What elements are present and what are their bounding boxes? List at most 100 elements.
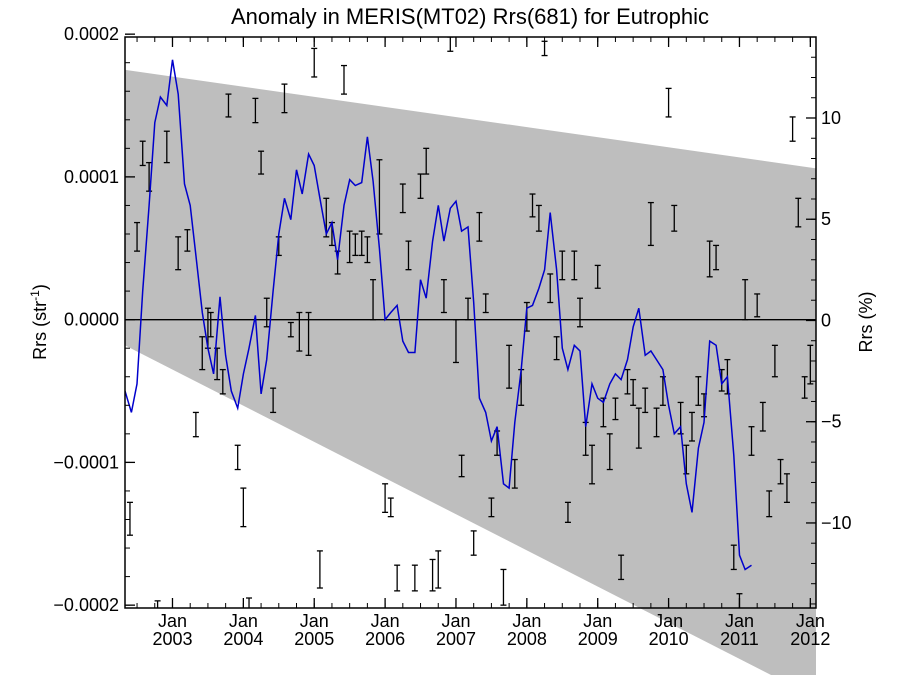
x-tick-label-month: Jan (512, 611, 541, 631)
x-tick-label-year: 2006 (365, 629, 405, 649)
error-bar (795, 197, 802, 228)
x-tick-label-year: 2007 (436, 629, 476, 649)
error-bar (470, 530, 477, 556)
error-bar (192, 411, 199, 438)
error-bar (234, 444, 241, 471)
error-bar (594, 264, 601, 289)
error-bar (801, 376, 808, 399)
series-line-path (125, 59, 752, 571)
error-bar (783, 473, 790, 504)
error-bar (175, 236, 182, 271)
error-bar (358, 230, 365, 257)
error-bar (281, 83, 288, 114)
x-tick-label-year: 2003 (152, 629, 192, 649)
error-bar (417, 173, 424, 199)
error-bar (612, 397, 619, 421)
error-bar (139, 140, 146, 167)
y-right-tick-label: −5 (821, 412, 842, 432)
x-tick-label-month: Jan (725, 611, 754, 631)
trend-band (125, 69, 816, 680)
error-bar (653, 407, 660, 438)
error-bar (506, 344, 513, 389)
x-tick-label-month: Jan (654, 611, 683, 631)
error-bar (576, 297, 583, 328)
error-bar (807, 344, 814, 385)
error-bar (423, 147, 430, 175)
error-bar (688, 411, 695, 442)
error-bar (465, 297, 472, 321)
error-bar (635, 407, 642, 449)
error-bar (754, 293, 761, 318)
error-bar (134, 221, 141, 252)
error-bar (671, 204, 678, 232)
error-bar (219, 368, 226, 395)
y-right-tick-label: 10 (821, 108, 841, 128)
error-bar (559, 250, 566, 281)
error-bar (382, 483, 389, 514)
chart-title: Anomaly in MERIS(MT02) Rrs(681) for Eutr… (231, 4, 709, 29)
series-line (125, 59, 752, 571)
x-tick-label-month: Jan (371, 611, 400, 631)
error-bar (742, 279, 749, 321)
axis-ticks: 0.0002 0.0001 0.0000 −0.0001 −0.0002 10 5 0 −5 −1… (53, 24, 851, 649)
x-tick-label-month: Jan (441, 611, 470, 631)
error-bars (126, 37, 814, 608)
error-bar (706, 240, 713, 278)
error-bar (370, 279, 377, 321)
error-bar (476, 211, 483, 242)
error-bar (630, 378, 637, 406)
x-tick-label-year: 2008 (507, 629, 547, 649)
error-bar (488, 497, 495, 518)
plot-frame (124, 36, 817, 609)
y-axis-label-left: Rrs (str-1) (28, 284, 50, 360)
error-bar (199, 336, 206, 371)
error-bar (126, 501, 133, 536)
error-bar (511, 458, 518, 489)
y-right-tick-label: 0 (821, 310, 831, 330)
error-bar (624, 368, 631, 395)
error-bar (429, 558, 436, 592)
error-bar (659, 376, 666, 406)
error-bar (447, 37, 454, 52)
x-tick-label-month: Jan (300, 611, 329, 631)
x-tick-label-month: Jan (158, 611, 187, 631)
y-left-tick-label: 0.0001 (64, 167, 119, 187)
error-bar (766, 490, 773, 518)
error-bar (618, 554, 625, 581)
error-bar (207, 311, 214, 338)
y-left-tick-label: −0.0001 (53, 452, 119, 472)
error-bar (440, 279, 447, 314)
error-bar (240, 487, 247, 528)
error-bar (529, 193, 536, 218)
error-bar (759, 401, 766, 432)
error-bar (713, 244, 720, 271)
error-bar (394, 564, 401, 592)
error-bar (458, 454, 465, 478)
error-bar (287, 321, 294, 338)
error-bar (500, 568, 507, 606)
error-bar (163, 130, 170, 164)
error-bar (411, 564, 418, 592)
x-tick-label-month: Jan (583, 611, 612, 631)
error-bar (777, 458, 784, 485)
error-bar (665, 87, 672, 118)
error-bar (305, 311, 312, 356)
error-bar (730, 544, 737, 571)
x-tick-label-year: 2010 (649, 629, 689, 649)
error-bar (346, 230, 353, 264)
error-bar (399, 183, 406, 214)
y-axis-label-right: Rrs (%) (856, 292, 876, 353)
x-tick-label-year: 2011 (720, 629, 759, 649)
error-bar (405, 240, 412, 271)
error-bar (364, 236, 371, 264)
error-bar (589, 444, 596, 485)
y-right-tick-label: 5 (821, 209, 831, 229)
error-bar (225, 93, 232, 118)
error-bar (683, 444, 690, 475)
x-tick-label-year: 2009 (578, 629, 618, 649)
error-bar (482, 293, 489, 314)
error-bar (535, 204, 542, 232)
error-bar (184, 229, 191, 252)
